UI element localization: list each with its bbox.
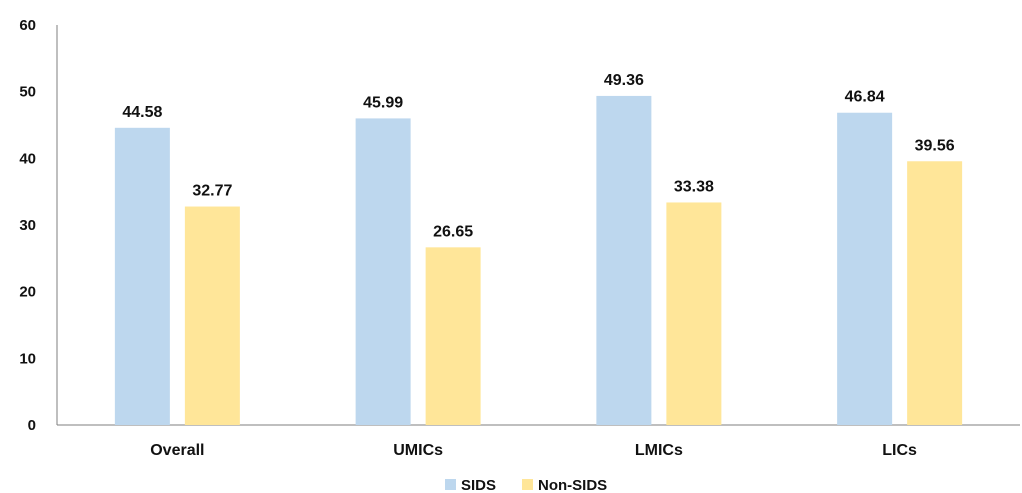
y-tick-label: 40 (19, 150, 36, 167)
legend-label: SIDS (461, 477, 496, 493)
legend: SIDS Non-SIDS (445, 477, 607, 493)
y-tick-label: 50 (19, 84, 36, 101)
data-label: 49.36 (604, 72, 644, 89)
y-tick-label: 60 (19, 17, 36, 34)
legend-swatch (445, 479, 456, 490)
x-category-label: UMICs (393, 442, 443, 459)
x-axis: Overall UMICs LMICs LICs (57, 424, 1020, 459)
bars (114, 95, 963, 426)
legend-swatch (522, 479, 533, 490)
data-label: 26.65 (433, 223, 473, 240)
data-label: 32.77 (192, 183, 232, 200)
bar-non-sids-lics (907, 161, 963, 425)
y-tick-label: 20 (19, 284, 36, 301)
bar-non-sids-overall (184, 206, 240, 425)
data-label: 44.58 (122, 104, 162, 121)
bar-non-sids-lmics (666, 202, 722, 425)
bar-non-sids-umics (425, 247, 481, 425)
bar-sids-overall (114, 127, 170, 426)
y-tick-label: 10 (19, 350, 36, 367)
bar-sids-umics (355, 118, 411, 426)
x-category-label: Overall (150, 442, 204, 459)
x-category-label: LICs (882, 442, 917, 459)
bar-sids-lmics (596, 95, 652, 425)
data-labels: 44.58 32.77 45.99 26.65 49.36 33.38 46.84 39.56 (122, 72, 954, 240)
data-label: 46.84 (845, 89, 885, 106)
x-category-label: LMICs (635, 442, 683, 459)
data-label: 45.99 (363, 94, 403, 111)
bar-sids-lics (837, 112, 893, 425)
y-tick-label: 30 (19, 217, 36, 234)
data-label: 39.56 (915, 137, 955, 154)
data-label: 33.38 (674, 178, 714, 195)
legend-label: Non-SIDS (538, 477, 607, 493)
y-axis: 0 10 20 30 40 50 60 (19, 17, 58, 434)
y-tick-label: 0 (28, 417, 36, 434)
